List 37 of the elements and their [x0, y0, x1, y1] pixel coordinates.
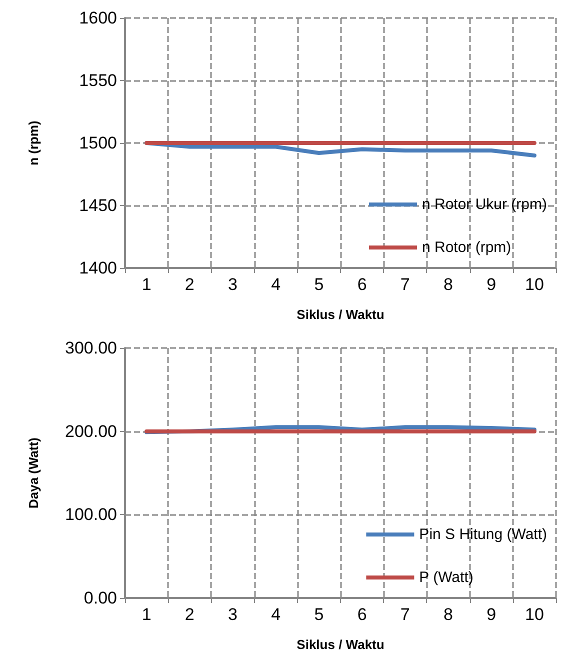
x-tick-label: 9: [486, 275, 496, 294]
x-tick-label: 1: [142, 605, 152, 624]
x-tick-label: 9: [486, 605, 496, 624]
x-tick-label: 10: [524, 275, 544, 294]
x-tick-label: 4: [271, 605, 281, 624]
x-tick-label: 6: [357, 605, 367, 624]
x-tick-label: 4: [271, 275, 281, 294]
x-tick-label: 2: [184, 605, 194, 624]
x-tick-label: 10: [524, 605, 544, 624]
y-tick-label: 1600: [79, 8, 117, 28]
y-tick-label: 300.00: [65, 338, 117, 358]
legend-label: n Rotor (rpm): [422, 239, 512, 256]
legend-label: Pin S Hitung (Watt): [419, 526, 548, 543]
y-tick-label: 1400: [79, 258, 117, 278]
y-tick-label: 1550: [79, 71, 117, 90]
y-tick-label: 100.00: [65, 505, 117, 524]
x-tick-label: 5: [314, 275, 324, 294]
y-tick-label: 0.00: [84, 588, 117, 608]
x-tick-label: 1: [142, 275, 152, 294]
x-tick-label: 6: [357, 275, 367, 294]
x-tick-label: 7: [400, 605, 410, 624]
x-axis-title: Siklus / Waktu: [296, 637, 384, 652]
y-tick-label: 1500: [79, 134, 117, 152]
legend-label: n Rotor Ukur (rpm): [422, 196, 548, 213]
x-tick-label: 7: [400, 275, 410, 294]
y-axis-title: Daya (Watt): [26, 437, 41, 509]
y-tick-label: 1450: [79, 196, 117, 215]
x-tick-label: 8: [444, 275, 453, 294]
x-tick-label: 2: [184, 275, 194, 294]
legend-label: P (Watt): [419, 569, 474, 586]
y-tick-label: 200.00: [65, 422, 117, 441]
x-tick-label: 3: [228, 275, 238, 294]
x-axis-title: Siklus / Waktu: [296, 307, 384, 322]
y-axis-title: n (rpm): [26, 120, 41, 166]
x-tick-label: 3: [228, 605, 238, 624]
x-tick-label: 8: [444, 605, 453, 624]
x-tick-label: 5: [314, 605, 324, 624]
